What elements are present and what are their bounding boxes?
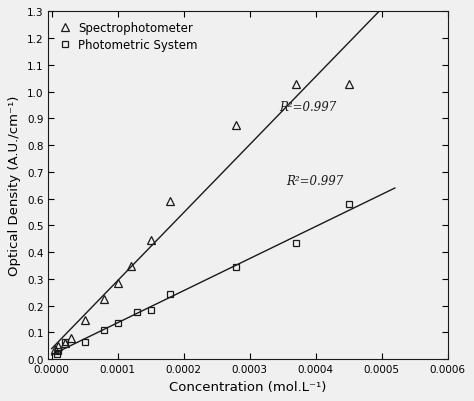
Line: Photometric System: Photometric System <box>54 201 352 357</box>
Spectrophotometer <box>69 336 74 340</box>
Text: R²=0.997: R²=0.997 <box>286 174 343 188</box>
Photometric System <box>346 202 352 207</box>
Spectrophotometer <box>234 124 239 128</box>
Spectrophotometer <box>82 318 88 323</box>
Photometric System <box>82 340 88 344</box>
Text: R²=0.997: R²=0.997 <box>279 101 337 114</box>
Spectrophotometer <box>148 238 154 243</box>
Photometric System <box>115 321 120 326</box>
Photometric System <box>168 292 173 296</box>
Photometric System <box>234 265 239 269</box>
Photometric System <box>148 308 154 312</box>
Photometric System <box>54 352 60 356</box>
Spectrophotometer <box>52 346 58 351</box>
Y-axis label: Optical Density (A.U./cm⁻¹): Optical Density (A.U./cm⁻¹) <box>9 96 21 276</box>
Spectrophotometer <box>101 297 107 302</box>
X-axis label: Concentration (mol.L⁻¹): Concentration (mol.L⁻¹) <box>169 380 327 393</box>
Spectrophotometer <box>346 82 352 87</box>
Spectrophotometer <box>128 263 134 268</box>
Photometric System <box>55 349 61 354</box>
Spectrophotometer <box>293 82 299 87</box>
Photometric System <box>293 241 299 246</box>
Spectrophotometer <box>168 199 173 204</box>
Photometric System <box>135 310 140 315</box>
Spectrophotometer <box>55 344 61 348</box>
Spectrophotometer <box>115 281 120 286</box>
Photometric System <box>101 328 107 332</box>
Legend: Spectrophotometer, Photometric System: Spectrophotometer, Photometric System <box>55 18 201 56</box>
Photometric System <box>62 340 68 344</box>
Spectrophotometer <box>62 341 68 346</box>
Line: Spectrophotometer: Spectrophotometer <box>51 81 353 352</box>
